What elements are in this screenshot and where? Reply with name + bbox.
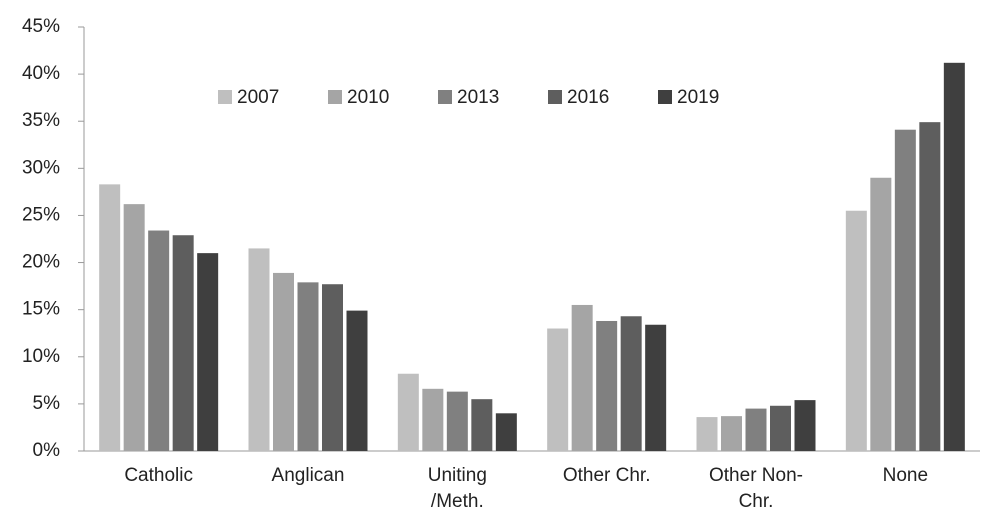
bar xyxy=(620,316,642,451)
y-tick-label: 45% xyxy=(22,16,60,37)
y-tick-label: 40% xyxy=(22,63,60,84)
y-tick-label: 15% xyxy=(22,299,60,320)
bar xyxy=(322,284,343,451)
bar xyxy=(870,177,892,451)
bar xyxy=(471,399,493,451)
bar xyxy=(172,235,194,451)
bar xyxy=(99,184,121,451)
bar xyxy=(770,405,791,451)
bar xyxy=(446,391,468,451)
x-tick-label: Catholic xyxy=(124,465,193,486)
bar xyxy=(894,129,916,452)
bar xyxy=(919,122,941,452)
bar xyxy=(197,253,219,451)
x-tick-label: Anglican xyxy=(271,465,345,486)
bar xyxy=(943,62,965,451)
legend-swatch xyxy=(438,90,452,104)
y-tick-label: 25% xyxy=(22,204,60,225)
bar xyxy=(794,400,816,451)
legend-label: 2016 xyxy=(567,87,609,108)
bar xyxy=(123,204,145,451)
legend-label: 2010 xyxy=(347,87,389,108)
y-tick-label: 0% xyxy=(33,440,61,461)
x-tick-label: Uniting /Meth. xyxy=(427,465,487,512)
y-tick-label: 20% xyxy=(22,252,60,273)
bar xyxy=(645,324,667,451)
bar xyxy=(845,210,867,451)
x-tick-label: Other Non-Chr. xyxy=(709,465,803,512)
legend-label: 2019 xyxy=(677,87,719,108)
bar xyxy=(297,282,319,451)
bar xyxy=(721,416,742,451)
x-tick-label: None xyxy=(882,465,929,486)
bar xyxy=(148,230,170,451)
y-tick-label: 10% xyxy=(22,346,60,367)
legend-swatch xyxy=(328,90,342,104)
bar xyxy=(596,320,618,451)
bar xyxy=(696,417,718,451)
legend-swatch xyxy=(218,90,232,104)
bar xyxy=(346,310,368,451)
legend-swatch xyxy=(548,90,562,104)
bar xyxy=(571,304,593,451)
bar xyxy=(248,248,270,451)
legend-label: 2007 xyxy=(237,87,279,108)
y-tick-label: 35% xyxy=(22,110,60,131)
bar xyxy=(422,388,444,451)
bar xyxy=(495,413,517,451)
legend-swatch xyxy=(658,90,672,104)
y-tick-label: 5% xyxy=(33,393,61,414)
bar xyxy=(397,373,419,451)
x-tick-label: Other Chr. xyxy=(562,465,651,486)
bar xyxy=(273,272,294,451)
legend-label: 2013 xyxy=(457,87,499,108)
y-tick-label: 30% xyxy=(22,157,60,178)
bar xyxy=(745,408,767,451)
bar xyxy=(547,328,569,451)
